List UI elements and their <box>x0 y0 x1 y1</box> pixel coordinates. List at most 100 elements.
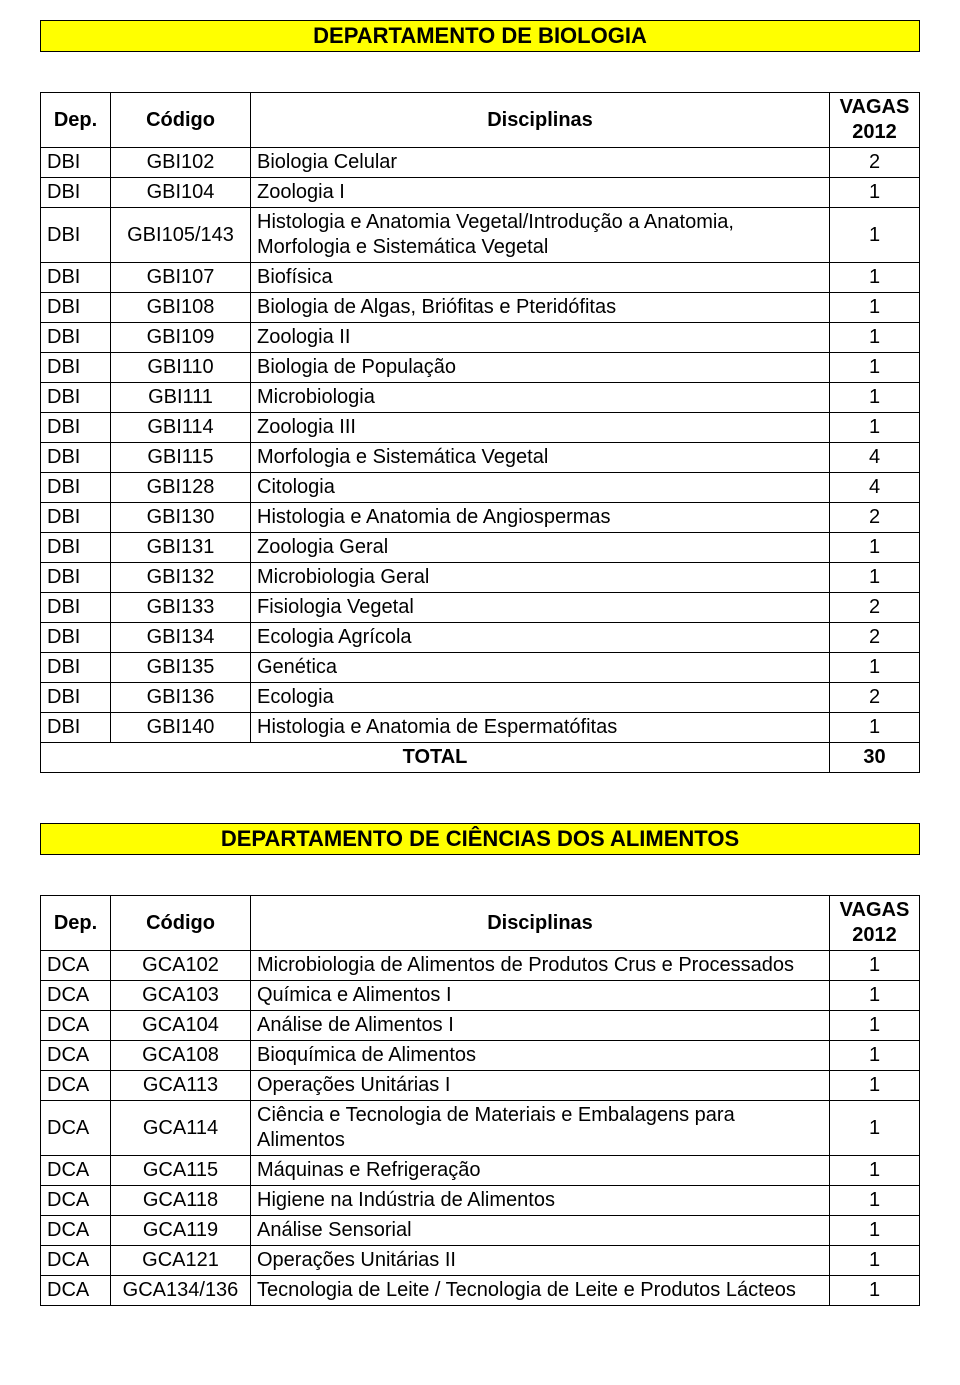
cell-vagas: 1 <box>830 653 920 683</box>
table-header-row: Dep. Código Disciplinas VAGAS 2012 <box>41 93 920 148</box>
cell-vagas: 1 <box>830 1276 920 1306</box>
courses-tbody-1: DCAGCA102Microbiologia de Alimentos de P… <box>41 951 920 1306</box>
table-row: DBIGBI133Fisiologia Vegetal2 <box>41 593 920 623</box>
cell-disc: Biofísica <box>251 263 830 293</box>
cell-codigo: GCA134/136 <box>111 1276 251 1306</box>
cell-dep: DCA <box>41 1041 111 1071</box>
cell-codigo: GCA115 <box>111 1156 251 1186</box>
cell-dep: DCA <box>41 1011 111 1041</box>
col-codigo-header: Código <box>111 896 251 951</box>
cell-codigo: GBI128 <box>111 473 251 503</box>
cell-disc: Morfologia e Sistemática Vegetal <box>251 443 830 473</box>
cell-vagas: 1 <box>830 1101 920 1156</box>
table-row: DCAGCA103Química e Alimentos I1 <box>41 981 920 1011</box>
cell-codigo: GBI140 <box>111 713 251 743</box>
cell-vagas: 1 <box>830 1186 920 1216</box>
cell-codigo: GCA102 <box>111 951 251 981</box>
cell-vagas: 1 <box>830 383 920 413</box>
cell-dep: DBI <box>41 503 111 533</box>
cell-disc: Biologia de População <box>251 353 830 383</box>
cell-dep: DCA <box>41 1071 111 1101</box>
cell-dep: DCA <box>41 1156 111 1186</box>
cell-codigo: GBI133 <box>111 593 251 623</box>
cell-vagas: 1 <box>830 1246 920 1276</box>
cell-codigo: GCA108 <box>111 1041 251 1071</box>
cell-disc: Histologia e Anatomia de Espermatófitas <box>251 713 830 743</box>
table-row: DBIGBI136Ecologia2 <box>41 683 920 713</box>
table-row: DCAGCA118Higiene na Indústria de Aliment… <box>41 1186 920 1216</box>
cell-disc: Microbiologia de Alimentos de Produtos C… <box>251 951 830 981</box>
cell-vagas: 1 <box>830 713 920 743</box>
cell-vagas: 2 <box>830 503 920 533</box>
courses-table: Dep. Código Disciplinas VAGAS 2012 DBIGB… <box>40 92 920 773</box>
cell-dep: DCA <box>41 1186 111 1216</box>
table-row: DBIGBI109Zoologia II1 <box>41 323 920 353</box>
cell-codigo: GBI131 <box>111 533 251 563</box>
cell-vagas: 4 <box>830 443 920 473</box>
cell-vagas: 4 <box>830 473 920 503</box>
cell-codigo: GCA118 <box>111 1186 251 1216</box>
cell-vagas: 1 <box>830 178 920 208</box>
cell-disc: Histologia e Anatomia Vegetal/Introdução… <box>251 208 830 263</box>
page: DEPARTAMENTO DE BIOLOGIA Dep. Código Dis… <box>0 0 960 1346</box>
cell-vagas: 2 <box>830 683 920 713</box>
courses-tbody-0: DBIGBI102Biologia Celular2DBIGBI104Zoolo… <box>41 148 920 743</box>
cell-disc: Biologia Celular <box>251 148 830 178</box>
cell-vagas: 1 <box>830 1041 920 1071</box>
cell-dep: DBI <box>41 563 111 593</box>
col-disc-header: Disciplinas <box>251 896 830 951</box>
cell-disc: Zoologia I <box>251 178 830 208</box>
cell-vagas: 1 <box>830 1011 920 1041</box>
table-row: DCAGCA115Máquinas e Refrigeração1 <box>41 1156 920 1186</box>
cell-codigo: GBI107 <box>111 263 251 293</box>
table-row: DCAGCA102Microbiologia de Alimentos de P… <box>41 951 920 981</box>
cell-dep: DBI <box>41 148 111 178</box>
cell-disc: Química e Alimentos I <box>251 981 830 1011</box>
cell-vagas: 1 <box>830 208 920 263</box>
col-dep-header: Dep. <box>41 896 111 951</box>
cell-vagas: 1 <box>830 533 920 563</box>
table-row: DCAGCA119Análise Sensorial1 <box>41 1216 920 1246</box>
cell-vagas: 2 <box>830 623 920 653</box>
cell-vagas: 1 <box>830 1156 920 1186</box>
cell-codigo: GCA103 <box>111 981 251 1011</box>
cell-dep: DCA <box>41 1216 111 1246</box>
table-row: DBIGBI114Zoologia III1 <box>41 413 920 443</box>
cell-vagas: 1 <box>830 323 920 353</box>
col-codigo-header: Código <box>111 93 251 148</box>
cell-codigo: GBI102 <box>111 148 251 178</box>
cell-dep: DBI <box>41 443 111 473</box>
cell-vagas: 1 <box>830 1216 920 1246</box>
cell-disc: Zoologia Geral <box>251 533 830 563</box>
vagas-label-line2: 2012 <box>852 121 897 143</box>
total-label: TOTAL <box>41 743 830 773</box>
cell-disc: Bioquímica de Alimentos <box>251 1041 830 1071</box>
table-row: DCAGCA114Ciência e Tecnologia de Materia… <box>41 1101 920 1156</box>
cell-disc: Máquinas e Refrigeração <box>251 1156 830 1186</box>
table-row: DBIGBI134Ecologia Agrícola2 <box>41 623 920 653</box>
table-row: DBIGBI110Biologia de População1 <box>41 353 920 383</box>
table-header-row: Dep. Código Disciplinas VAGAS 2012 <box>41 896 920 951</box>
table-row: DBIGBI132Microbiologia Geral1 <box>41 563 920 593</box>
cell-codigo: GBI108 <box>111 293 251 323</box>
vagas-label-line1: VAGAS <box>840 96 910 118</box>
table-row: DBIGBI102Biologia Celular2 <box>41 148 920 178</box>
cell-dep: DBI <box>41 178 111 208</box>
table-row: DCAGCA121Operações Unitárias II1 <box>41 1246 920 1276</box>
cell-codigo: GBI110 <box>111 353 251 383</box>
cell-vagas: 1 <box>830 563 920 593</box>
dept-banner: DEPARTAMENTO DE BIOLOGIA <box>40 20 920 52</box>
cell-codigo: GBI111 <box>111 383 251 413</box>
cell-codigo: GBI109 <box>111 323 251 353</box>
cell-dep: DBI <box>41 293 111 323</box>
cell-disc: Ecologia Agrícola <box>251 623 830 653</box>
cell-disc: Ecologia <box>251 683 830 713</box>
cell-codigo: GCA119 <box>111 1216 251 1246</box>
cell-codigo: GBI134 <box>111 623 251 653</box>
cell-dep: DBI <box>41 593 111 623</box>
table-row: DCAGCA134/136Tecnologia de Leite / Tecno… <box>41 1276 920 1306</box>
table-row: DBIGBI104Zoologia I1 <box>41 178 920 208</box>
cell-disc: Fisiologia Vegetal <box>251 593 830 623</box>
cell-disc: Citologia <box>251 473 830 503</box>
table-row: DBIGBI108Biologia de Algas, Briófitas e … <box>41 293 920 323</box>
